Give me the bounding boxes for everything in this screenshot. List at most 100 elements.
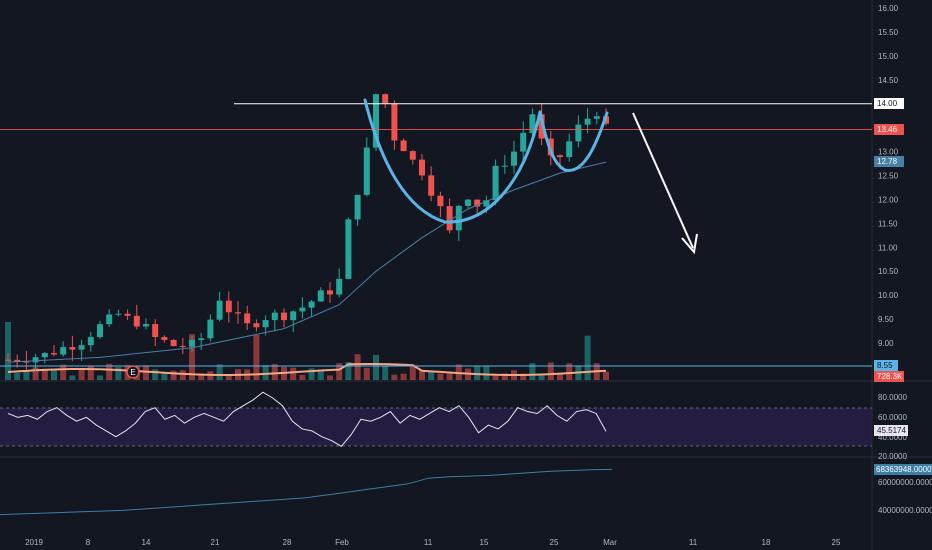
volume-bar (5, 322, 11, 380)
candle-body (106, 314, 113, 325)
volume-value-badge-bg (874, 371, 904, 382)
candle-body (133, 315, 140, 327)
volume-bar (603, 371, 609, 380)
volume-bar (60, 364, 67, 380)
rsi-line (7, 391, 607, 447)
price-axis: 16.0015.5015.0014.5014.0013.5013.0012.50… (878, 4, 899, 348)
volume-bar (345, 362, 352, 380)
volume-bar (271, 364, 278, 380)
volume-bar (198, 373, 205, 380)
rsi-axis: 80.0000 60.0000 40.0000 20.0000 45.5174 (874, 393, 908, 461)
candle-body (5, 359, 11, 361)
candle-body (428, 175, 435, 196)
arrow-shaft (632, 112, 694, 249)
candle-body (492, 165, 499, 201)
volume-bar (253, 334, 260, 380)
time-tick: 25 (832, 538, 841, 547)
volume-bar (170, 370, 177, 380)
volume-bar (262, 365, 269, 380)
time-tick: 14 (142, 538, 151, 547)
volume-bar (152, 369, 159, 380)
candle-body (143, 324, 149, 327)
volume-bar (32, 367, 39, 380)
volume-bar (143, 365, 149, 380)
last-price-badge-text: 13.46 (877, 125, 898, 134)
volume-bar (161, 373, 168, 380)
time-tick: 25 (550, 538, 559, 547)
volume-bar (216, 364, 223, 380)
cup-drawing[interactable] (363, 98, 542, 224)
candle-body (584, 118, 591, 125)
candle-body (207, 319, 214, 339)
volume-bar (557, 374, 563, 380)
time-tick: 28 (283, 538, 292, 547)
candle-body (225, 300, 232, 313)
volume-level-badge-bg (874, 360, 898, 371)
volume-bar (382, 365, 389, 380)
rsi-value-badge-bg (874, 425, 908, 436)
rsi-value-badge-text: 45.5174 (877, 426, 906, 435)
earnings-marker[interactable]: E (126, 365, 140, 379)
rsi-tick-20: 20.0000 (878, 452, 907, 461)
price-tick: 15.00 (878, 52, 899, 61)
candle-body (115, 313, 122, 315)
volume-bar (501, 373, 508, 380)
candle-body (391, 103, 398, 141)
price-tick: 10.50 (878, 267, 899, 276)
volume-bar (51, 369, 57, 380)
volume-bar (14, 372, 21, 380)
price-tick: 12.50 (878, 172, 899, 181)
candle-body (271, 312, 278, 321)
volume-bar (69, 375, 76, 380)
arrow-head (681, 233, 698, 255)
volume-bar (520, 373, 527, 380)
candle-body (455, 205, 462, 231)
candle-body (216, 300, 223, 320)
candle-body (446, 206, 453, 231)
volume-bar (78, 368, 85, 380)
candle-body (557, 155, 563, 158)
moving-average-badge-bg (874, 156, 904, 167)
earnings-label: E (130, 368, 135, 377)
candle-body (299, 307, 306, 312)
candle-body (437, 195, 444, 207)
candle-body (474, 199, 481, 207)
candle-body (161, 336, 168, 340)
time-tick: 21 (211, 538, 220, 547)
time-tick: Mar (603, 538, 617, 547)
price-tick: 9.50 (878, 315, 894, 324)
volume-bar (492, 374, 499, 380)
rsi-tick-40: 40.0000 (878, 433, 907, 442)
candle-body (189, 339, 195, 347)
resistance-badge-text: 14.00 (877, 99, 898, 108)
moving-average-badge: 12.78 (874, 156, 904, 167)
volume-bar (97, 375, 103, 380)
down-arrow-annotation[interactable] (632, 112, 698, 255)
volume-bar (290, 367, 297, 380)
candle-body (198, 338, 205, 340)
candle-body (253, 323, 260, 328)
volume-bar (391, 374, 398, 380)
candle-body (336, 278, 343, 295)
candle-body (60, 347, 67, 355)
volume-bar (23, 371, 30, 380)
volume-value-badge-text: 728.3K (877, 372, 903, 381)
candle-body (124, 313, 131, 316)
price-tick: 10.00 (878, 291, 899, 300)
candle-body (382, 94, 389, 104)
price-tick: 11.50 (878, 219, 898, 228)
price-tick: 15.50 (878, 28, 899, 37)
rsi-tick-80: 80.0000 (878, 393, 907, 402)
volume-bar (529, 363, 536, 380)
rsi-tick-60: 60.0000 (878, 413, 907, 422)
volume-bar (189, 334, 195, 380)
candle-body (373, 94, 379, 148)
candle-body (179, 345, 186, 347)
candle-body (483, 200, 490, 207)
volume-bar (584, 335, 591, 380)
handle-drawing[interactable] (538, 110, 609, 172)
candle-body (566, 141, 573, 158)
